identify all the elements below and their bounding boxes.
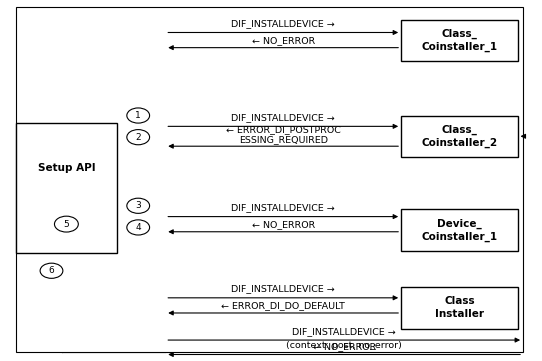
FancyBboxPatch shape bbox=[401, 20, 518, 61]
Text: Class
Installer: Class Installer bbox=[435, 296, 484, 319]
Circle shape bbox=[127, 108, 150, 123]
Text: ← ERROR_DI_POSTPROC
ESSING_REQUIRED: ← ERROR_DI_POSTPROC ESSING_REQUIRED bbox=[226, 125, 340, 144]
Text: (context: post, no_error): (context: post, no_error) bbox=[286, 341, 402, 350]
Text: 5: 5 bbox=[63, 219, 69, 229]
Text: DIF_INSTALLDEVICE →: DIF_INSTALLDEVICE → bbox=[231, 19, 335, 28]
FancyBboxPatch shape bbox=[401, 209, 518, 251]
Text: ← NO_ERROR: ← NO_ERROR bbox=[251, 220, 315, 229]
Text: DIF_INSTALLDEVICE →: DIF_INSTALLDEVICE → bbox=[292, 327, 396, 336]
Circle shape bbox=[127, 220, 150, 235]
FancyBboxPatch shape bbox=[401, 116, 518, 157]
Text: Class_
Coinstaller_1: Class_ Coinstaller_1 bbox=[421, 29, 498, 52]
Text: DIF_INSTALLDEVICE →: DIF_INSTALLDEVICE → bbox=[231, 284, 335, 293]
Text: ← ERROR_DI_DO_DEFAULT: ← ERROR_DI_DO_DEFAULT bbox=[221, 301, 345, 310]
FancyBboxPatch shape bbox=[16, 123, 117, 253]
Text: ← NO_ERROR: ← NO_ERROR bbox=[313, 343, 376, 352]
Circle shape bbox=[127, 198, 150, 213]
Text: Class_
Coinstaller_2: Class_ Coinstaller_2 bbox=[421, 125, 498, 148]
FancyBboxPatch shape bbox=[401, 287, 518, 329]
Text: 1: 1 bbox=[136, 111, 141, 120]
Circle shape bbox=[40, 263, 63, 278]
Text: 2: 2 bbox=[136, 133, 141, 142]
Text: DIF_INSTALLDEVICE →: DIF_INSTALLDEVICE → bbox=[231, 113, 335, 122]
Text: Device_
Coinstaller_1: Device_ Coinstaller_1 bbox=[421, 218, 498, 242]
Circle shape bbox=[127, 130, 150, 145]
Text: 6: 6 bbox=[49, 266, 54, 275]
Text: 4: 4 bbox=[136, 223, 141, 232]
Text: 3: 3 bbox=[136, 201, 141, 210]
Circle shape bbox=[54, 216, 78, 232]
Text: DIF_INSTALLDEVICE →: DIF_INSTALLDEVICE → bbox=[231, 203, 335, 212]
FancyBboxPatch shape bbox=[16, 7, 523, 352]
Text: Setup API: Setup API bbox=[37, 163, 95, 173]
Text: ← NO_ERROR: ← NO_ERROR bbox=[251, 36, 315, 45]
